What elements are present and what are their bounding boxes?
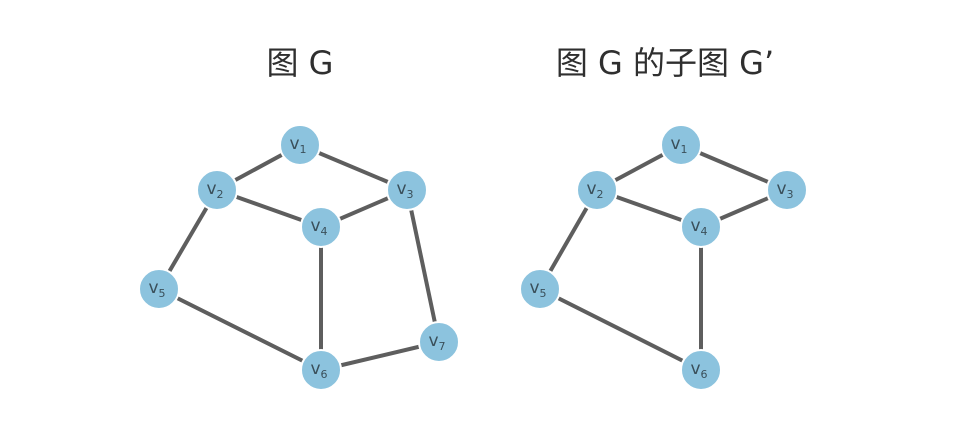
subgraph-g-prime-title: 图 G 的子图 G’ [556, 44, 774, 82]
node-v2: v2 [576, 169, 618, 211]
node-subscript: 3 [407, 188, 414, 201]
edge-v5-v6 [538, 287, 703, 372]
node-subscript: 1 [681, 143, 688, 156]
node-circle [300, 206, 342, 248]
node-v3: v3 [766, 169, 808, 211]
node-v4: v4 [300, 206, 342, 248]
node-circle [138, 268, 180, 310]
node-circle [519, 268, 561, 310]
node-circle [300, 349, 342, 391]
node-v5: v5 [519, 268, 561, 310]
node-v2: v2 [196, 169, 238, 211]
node-circle [386, 169, 428, 211]
node-subscript: 4 [701, 225, 708, 238]
node-circle [660, 124, 702, 166]
node-circle [418, 321, 460, 363]
node-v6: v6 [300, 349, 342, 391]
subgraph-g-prime-nodes: v1 v2 v3 v4 v5 v6 [519, 124, 808, 391]
node-subscript: 5 [159, 287, 166, 300]
node-v6: v6 [680, 349, 722, 391]
node-circle [196, 169, 238, 211]
edge-v5-v6 [157, 287, 323, 372]
node-v3: v3 [386, 169, 428, 211]
node-v7: v7 [418, 321, 460, 363]
graph-g-nodes: v1 v2 v3 v4 v5 v6 v7 [138, 124, 460, 391]
node-subscript: 1 [300, 143, 307, 156]
graph-g: v1 v2 v3 v4 v5 v6 v7 [138, 124, 460, 391]
node-v4: v4 [680, 206, 722, 248]
subgraph-g-prime-edges [538, 143, 789, 372]
node-circle [766, 169, 808, 211]
node-subscript: 3 [787, 188, 794, 201]
node-v1: v1 [279, 124, 321, 166]
node-subscript: 2 [217, 188, 224, 201]
node-subscript: 4 [321, 225, 328, 238]
node-v1: v1 [660, 124, 702, 166]
node-circle [279, 124, 321, 166]
node-circle [680, 349, 722, 391]
node-subscript: 2 [597, 188, 604, 201]
graph-g-title: 图 G [267, 44, 334, 82]
node-v5: v5 [138, 268, 180, 310]
node-subscript: 6 [701, 368, 708, 381]
node-subscript: 6 [321, 368, 328, 381]
node-subscript: 7 [439, 340, 446, 353]
subgraph-g-prime: v1 v2 v3 v4 v5 v6 [519, 124, 808, 391]
node-circle [680, 206, 722, 248]
node-circle [576, 169, 618, 211]
edge-v3-v7 [405, 188, 441, 344]
node-subscript: 5 [540, 287, 547, 300]
